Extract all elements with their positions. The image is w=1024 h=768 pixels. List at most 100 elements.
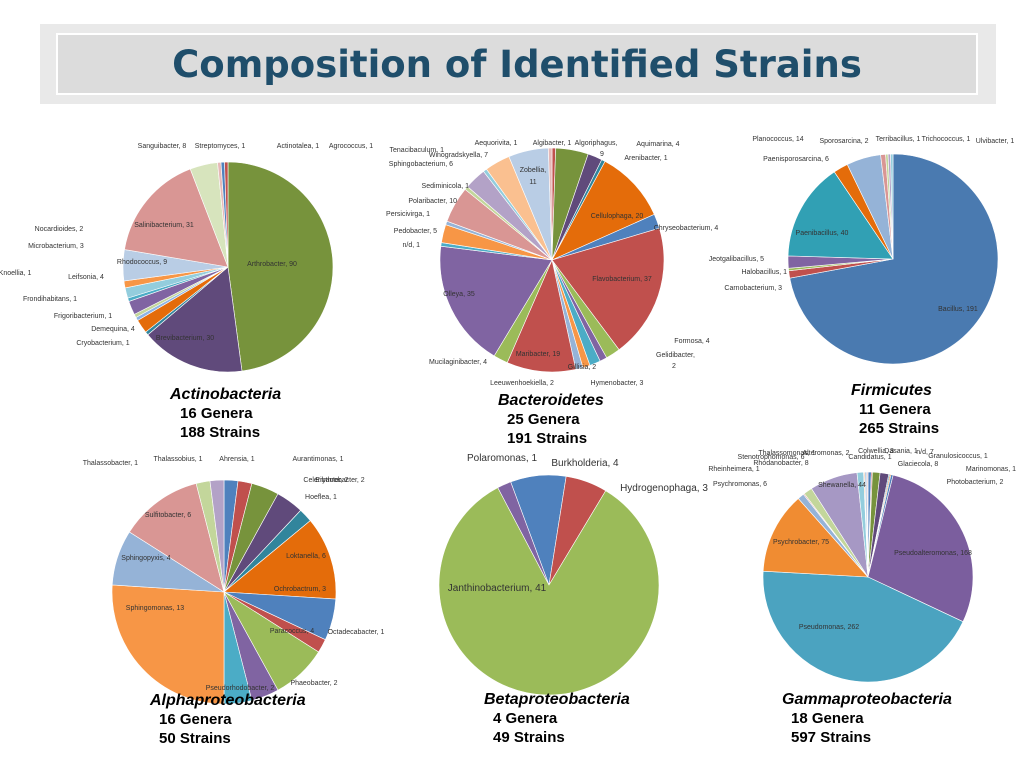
slice-label: Cryobacterium, 1: [76, 340, 129, 347]
slice-label: Rheinheimera, 1: [708, 466, 759, 473]
slice-label: Thalassobius, 1: [153, 456, 202, 463]
pie-slice-aequorivita: [548, 147, 553, 261]
slice-label: Hoeflea, 1: [305, 494, 337, 501]
slice-label: Carnobacterium, 3: [724, 285, 782, 292]
slice-label: Formosa, 4: [674, 338, 710, 345]
page-title: Composition of Identified Strains: [172, 42, 862, 86]
slice-label: Zobellia,: [520, 167, 547, 174]
slice-label: Sulfitobacter, 6: [145, 512, 191, 519]
pie-slice-pseudoalteromonas: [867, 474, 974, 623]
slice-label: Ulvibacter, 1: [976, 138, 1015, 145]
slice-label: 9: [600, 151, 604, 158]
slice-label: n/d, 1: [402, 242, 420, 249]
caption-phylum: Firmicutes: [851, 382, 932, 399]
pie-slice-sphingomonas: [111, 584, 225, 705]
slice-label: Psychrobacter, 75: [773, 539, 829, 546]
slice-label: Glaciecola, 8: [898, 461, 939, 468]
slice-label: Janthinobacterium, 41: [448, 583, 547, 594]
slice-label: Knoellia, 1: [0, 270, 31, 277]
slice-label: Gillisia, 2: [568, 364, 597, 371]
caption-bacteroidetes: Bacteroidetes 25 Genera 191 Strains: [498, 391, 604, 448]
pie-slice-agrococcus: [224, 161, 229, 268]
slice-label: Sphingobacterium, 6: [389, 161, 453, 168]
slice-label: Brevibacterium, 30: [156, 335, 214, 342]
caption-phylum: Betaproteobacteria: [484, 691, 630, 708]
pie-slice-candidatus: [866, 471, 869, 578]
slice-label: Maribacter, 19: [516, 351, 560, 358]
slice-label: Granulosicoccus, 1: [928, 453, 988, 460]
slice-label: Shewanella, 44: [818, 482, 866, 489]
pie-slice-brevibacterium: [147, 266, 243, 373]
slice-label: Leeuwenhoekiella, 2: [490, 380, 554, 387]
caption-alphaproteobacteria: Alphaproteobacteria 16 Genera 50 Strains: [150, 691, 306, 748]
caption-strains: 265 Strains: [859, 420, 940, 437]
pie-betaproteobacteria: Polaromonas, 1 Burkholderia, 4 Hydrogenoph…: [438, 453, 708, 696]
caption-betaproteobacteria: Betaproteobacteria 4 Genera 49 Strains: [484, 690, 630, 747]
slice-label: Sphingopyxis, 4: [121, 555, 171, 562]
caption-phylum: Actinobacteria: [170, 386, 282, 403]
pie-firmicutes: Planococcus, 14 Sporosarcina, 2 Terribacil…: [709, 136, 1015, 365]
slice-label: Agrococcus, 1: [329, 143, 373, 150]
slice-label: Mucilaginibacter, 4: [429, 359, 487, 366]
slice-label: Thalassobacter, 1: [83, 460, 138, 467]
slice-label: Candidatus, 1: [848, 454, 891, 461]
pie-slice-thalassobius: [209, 479, 225, 593]
slice-label: Celeribacter, 2: [303, 477, 348, 484]
slice-label: Terribacillus, 1: [876, 136, 921, 143]
caption-phylum: Gammaproteobacteria: [782, 691, 952, 708]
slice-label: Pseudoalteromonas, 168: [894, 550, 972, 557]
slice-label: Marinomonas, 1: [966, 466, 1016, 473]
pie-bacteroidetes: Aequorivita, 1 Algibacter, 1 Algoriphagus,…: [386, 140, 718, 387]
caption-strains: 191 Strains: [507, 430, 588, 447]
pie-slice-cellulophaga: [551, 160, 655, 261]
slice-label: Pseudomonas, 262: [799, 624, 859, 631]
pie-slice-olleya: [439, 245, 553, 357]
slice-label: Pedobacter, 5: [394, 228, 437, 235]
slice-label: Sediminicola, 1: [422, 183, 470, 190]
slice-label: Ochrobactrum, 3: [274, 586, 326, 593]
caption-strains: 597 Strains: [791, 729, 872, 746]
caption-phylum: Bacteroidetes: [498, 392, 604, 409]
slice-label: Trichococcus, 1: [922, 136, 971, 143]
slice-label: Jeotgalibacillus, 5: [709, 256, 764, 263]
caption-actinobacteria: Actinobacteria 16 Genera 188 Strains: [170, 385, 281, 442]
slice-label: Paracoccus, 4: [270, 628, 314, 635]
slice-label: Gelidibacter,: [656, 352, 695, 359]
slice-label: Thalassomonas, 1: [758, 450, 815, 457]
caption-firmicutes: Firmicutes 11 Genera 265 Strains: [851, 381, 939, 438]
slice-label: Olleya, 35: [443, 291, 475, 298]
slice-label: Chryseobacterium, 4: [654, 225, 719, 232]
pie-slice-bacillus: [789, 153, 999, 365]
caption-genera: 16 Genera: [159, 711, 232, 728]
pie-slice-ulvibacter: [890, 153, 894, 260]
slice-label: Aurantimonas, 1: [293, 456, 344, 463]
slice-label: Persicivirga, 1: [386, 211, 430, 218]
slice-label: Microbacterium, 3: [28, 243, 84, 250]
slice-label: Ahrensia, 1: [219, 456, 255, 463]
pie-slice-paenibacillus: [787, 171, 894, 260]
caption-gammaproteobacteria: Gammaproteobacteria 18 Genera 597 Strain…: [782, 690, 952, 747]
slice-label: Algoriphagus,: [575, 140, 618, 147]
pie-slice-flavobacterium: [551, 227, 665, 351]
slice-label: Winogradskyella, 7: [429, 152, 488, 159]
slice-label: Sanguibacter, 8: [138, 143, 187, 150]
slice-label: Nocardioides, 2: [35, 226, 84, 233]
pie-slice-salinibacterium: [124, 168, 229, 268]
pie-slice-psychrobacter: [762, 498, 869, 578]
slice-label: Hydrogenophaga, 3: [620, 483, 708, 494]
pie-alphaproteobacteria: Thalassobacter, 1 Thalassobius, 1 Ahrensia…: [83, 456, 385, 705]
slice-label: Alteromonas, 2: [802, 450, 849, 457]
slice-label: Bacillus, 191: [938, 306, 978, 313]
slice-label: n/d, 7: [916, 449, 934, 456]
slice-label: Frigoribacterium, 1: [54, 313, 112, 320]
caption-strains: 49 Strains: [493, 729, 565, 746]
caption-genera: 25 Genera: [507, 411, 580, 428]
pie-actinobacteria: Arthrobacter, 90 Brevibacterium, 30 Cryoba…: [0, 143, 373, 373]
slice-label: Flavobacterium, 37: [592, 276, 652, 283]
slice-label: Pseudorhodobacter, 2: [206, 685, 275, 692]
caption-genera: 11 Genera: [859, 401, 931, 418]
slice-label: Actinotalea, 1: [277, 143, 320, 150]
slice-label: Algibacter, 1: [533, 140, 572, 147]
slice-label: Psychromonas, 6: [713, 481, 767, 488]
